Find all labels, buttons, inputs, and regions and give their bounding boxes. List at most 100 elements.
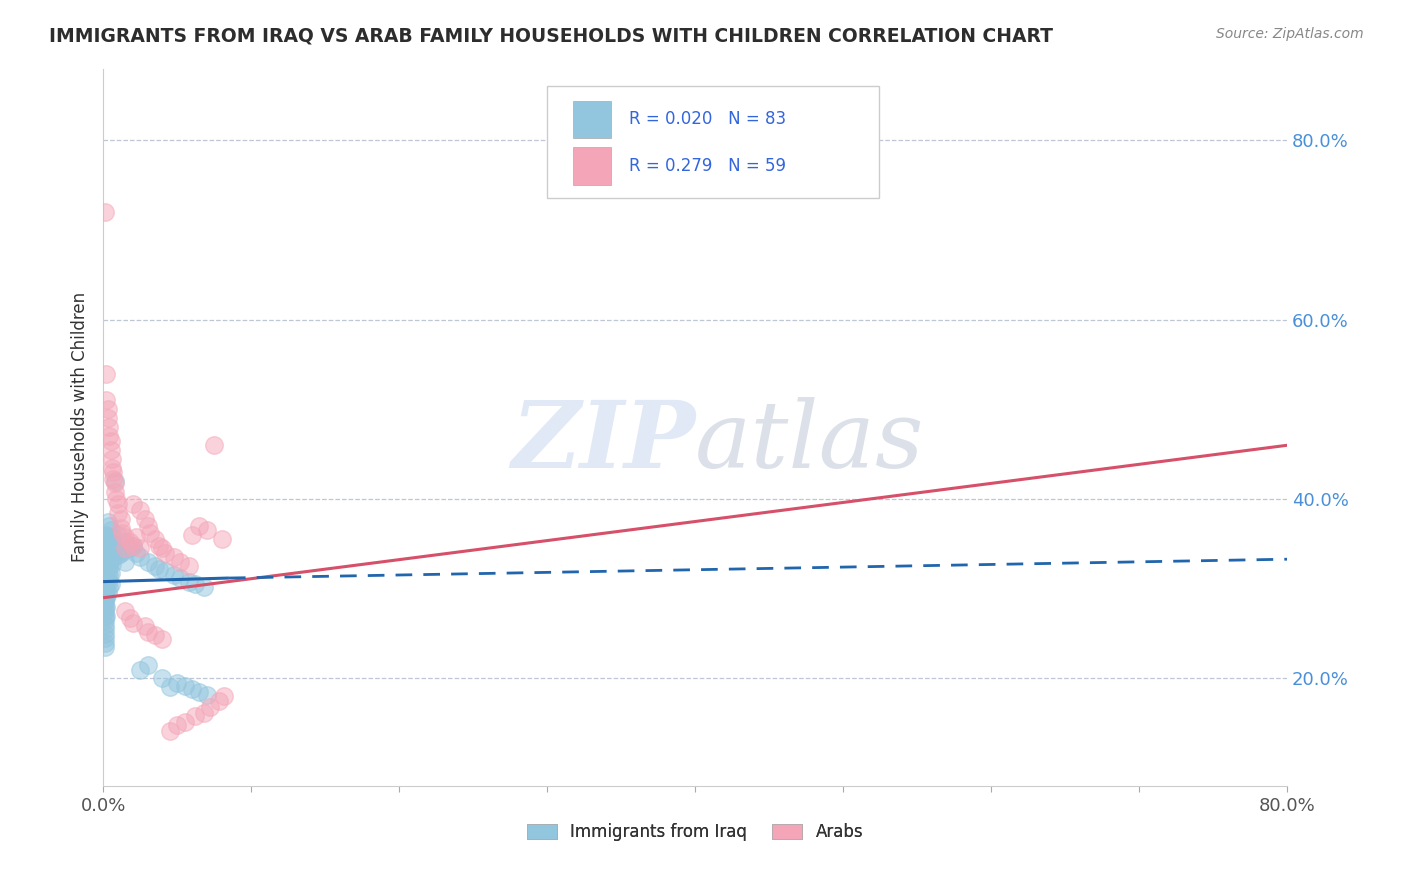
Point [97,530,120,544]
Point [207,694,229,708]
Point [125,546,148,560]
Point [173,714,195,729]
Point [97,559,120,574]
Point [214,690,236,704]
FancyBboxPatch shape [574,101,612,138]
Text: R = 0.279   N = 59: R = 0.279 N = 59 [628,157,786,175]
Point [173,679,195,693]
Point [114,541,136,556]
Point [150,632,173,646]
Point [93,546,115,560]
Point [134,512,156,526]
Text: atlas: atlas [695,397,925,487]
Point [93,613,115,627]
Point [129,550,152,565]
Point [148,539,170,553]
Point [93,591,115,605]
Y-axis label: Family Households with Children: Family Households with Children [72,293,89,562]
Point [107,506,129,520]
Point [93,564,115,578]
Point [98,559,121,574]
Point [100,566,122,580]
Point [114,535,136,549]
Point [94,582,117,596]
Point [129,541,152,556]
Point [93,205,115,219]
Point [93,622,115,636]
Point [155,546,177,560]
Point [97,411,120,425]
Point [93,586,115,600]
Point [181,682,204,697]
Point [100,442,122,457]
Point [155,564,177,578]
Point [202,438,225,452]
Point [166,718,188,732]
Point [103,465,125,479]
Point [94,562,117,576]
Point [159,681,181,695]
Point [110,512,132,526]
Point [198,700,221,714]
Point [98,568,121,582]
Point [110,521,132,535]
Point [136,555,159,569]
Point [114,604,136,618]
Legend: Immigrants from Iraq, Arabs: Immigrants from Iraq, Arabs [519,815,872,849]
Point [94,574,117,589]
Point [177,574,200,589]
Point [134,619,156,633]
Point [184,577,207,591]
Point [193,706,215,720]
Point [166,676,188,690]
Point [139,526,162,541]
Point [94,568,117,582]
Point [136,624,159,639]
Point [111,544,134,558]
Text: IMMIGRANTS FROM IRAQ VS ARAB FAMILY HOUSEHOLDS WITH CHILDREN CORRELATION CHART: IMMIGRANTS FROM IRAQ VS ARAB FAMILY HOUS… [49,27,1053,45]
Point [93,604,115,618]
Point [163,550,186,565]
Point [103,535,125,549]
Point [184,709,207,723]
Point [188,519,211,533]
Point [98,537,121,551]
Point [121,497,143,511]
Point [121,539,143,553]
Point [97,586,120,600]
Point [93,631,115,645]
Point [94,541,117,556]
Point [121,539,143,553]
Point [169,555,191,569]
Point [97,566,120,580]
Point [101,451,124,466]
Point [97,402,120,417]
Point [177,559,200,574]
Point [107,528,129,542]
Point [195,524,218,538]
Point [104,484,127,499]
Point [94,555,117,569]
Point [193,580,215,594]
Point [118,541,141,556]
Point [118,535,141,549]
Point [100,434,122,448]
Point [97,550,120,565]
Point [101,530,124,544]
Point [93,599,115,614]
Point [143,533,166,547]
Point [103,550,125,565]
Point [107,548,129,562]
Point [105,492,128,507]
Point [100,553,122,567]
Point [94,393,117,408]
Point [98,548,121,562]
Point [163,568,186,582]
Point [143,628,166,642]
Point [93,574,115,589]
Point [143,559,166,574]
Point [94,608,117,623]
Point [181,528,204,542]
Point [98,429,121,443]
Point [98,420,121,434]
